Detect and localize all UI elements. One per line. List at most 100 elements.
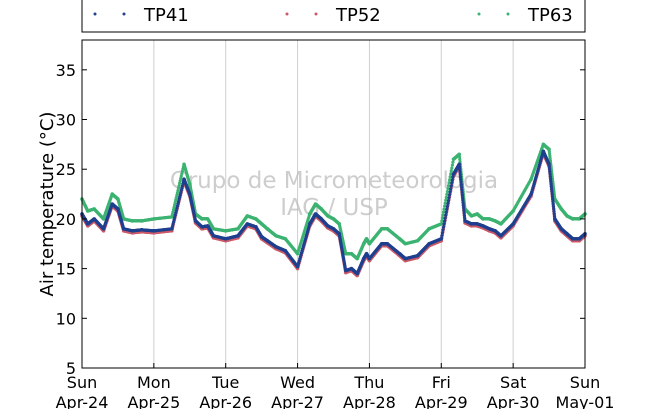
legend-frame [81,0,586,33]
data-point [446,199,451,203]
x-axis: SunApr-24MonApr-25TueApr-26WedApr-27ThuA… [56,363,615,409]
legend-label-tp41: TP41 [143,5,189,26]
legend-marker-tp41-b [122,12,126,16]
data-point [440,234,444,238]
watermark-line-2: IAG / USP [280,195,388,221]
data-point [443,204,447,208]
data-point [443,216,447,220]
data-point [174,196,178,200]
data-point [174,198,178,202]
data-point [443,201,447,205]
x-tick-label-day: Mon [137,373,171,392]
data-point [179,174,183,178]
data-point [450,178,454,182]
data-point [443,219,447,223]
y-axis-title: Air temperature (°C) [37,112,58,297]
data-point [173,200,177,205]
data-point [178,179,182,183]
legend-item-tp52: TP52 [285,5,381,26]
legend-marker-tp41-a [93,12,97,16]
x-tick-label-date: Apr-30 [487,393,540,409]
data-point [449,172,453,176]
data-point [448,175,452,179]
data-point [458,157,462,161]
data-point [175,193,179,197]
data-point [448,178,452,182]
data-point [445,207,449,212]
data-point [448,193,452,197]
data-point [439,236,444,241]
x-tick-label-day: Fri [432,373,451,392]
data-point [450,181,454,185]
data-point [441,213,445,217]
data-point [444,198,448,202]
y-tick-label: 30 [56,111,76,130]
data-point [445,204,449,209]
legend-marker-tp52-b [314,12,318,16]
data-point [441,210,446,214]
data-point [451,160,455,164]
data-point [172,205,176,209]
y-tick-label: 10 [56,309,76,328]
data-point [439,222,444,226]
x-tick-label-date: Apr-24 [56,393,109,409]
data-point [446,187,450,191]
data-point [447,196,451,200]
legend-item-tp41: TP41 [93,5,189,26]
series-layer [80,142,587,278]
data-point [175,191,179,195]
data-point [440,219,444,223]
legend: TP41 TP52 TP63 [81,0,586,33]
legend-marker-tp63-b [506,12,510,16]
data-point [445,189,449,194]
x-tick-label-day: Sun [67,373,97,392]
data-point [450,163,454,167]
legend-item-tp63: TP63 [477,5,573,26]
y-tick-label: 15 [56,260,76,279]
series-tp63 [80,142,587,261]
legend-label-tp63: TP63 [527,5,573,26]
x-tick-label-day: Thu [353,373,384,392]
data-point [170,212,174,217]
data-point [451,175,455,179]
x-tick-label-day: Tue [211,373,239,392]
data-point [441,225,446,229]
y-tick-label: 20 [56,210,76,229]
x-tick-label-date: Apr-25 [127,393,180,409]
data-point [440,216,444,220]
legend-marker-tp63-a [477,12,481,16]
x-tick-label-date: Apr-28 [343,393,396,409]
data-point [449,187,453,191]
watermark-line-1: Grupo de Micrometeorologia [170,168,498,194]
data-point [444,213,448,217]
data-point [444,195,448,200]
legend-marker-tp52-a [285,12,289,16]
data-point [450,166,454,170]
data-point [447,181,451,185]
data-point [179,177,183,181]
x-tick-label-date: May-01 [556,393,615,409]
data-point [449,184,453,188]
data-point [177,184,181,188]
data-point [442,222,446,226]
data-point [446,201,450,206]
data-point [441,228,445,232]
data-point [442,207,446,211]
data-point [171,208,176,212]
data-point [457,152,462,157]
data-point [176,188,180,193]
data-point [449,169,453,173]
data-point [445,192,449,197]
y-tick-label: 25 [56,160,76,179]
data-point [180,172,184,176]
data-point [178,181,182,185]
x-tick-label-date: Apr-26 [199,393,252,409]
x-tick-label-day: Wed [280,373,315,392]
x-tick-label-day: Sun [570,373,600,392]
data-point [446,184,451,188]
y-tick-label: 35 [56,61,76,80]
watermark: Grupo de Micrometeorologia IAG / USP [170,168,498,221]
data-point [444,210,448,214]
grid-lines [153,40,514,368]
